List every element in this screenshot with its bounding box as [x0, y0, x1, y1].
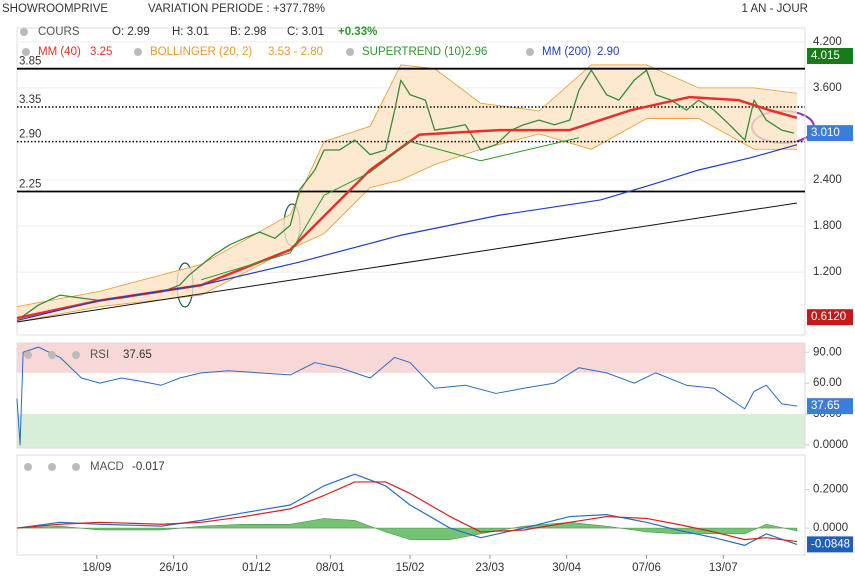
- legend-value: 3.25: [90, 46, 112, 58]
- icon: [48, 463, 56, 471]
- icon: [24, 351, 32, 359]
- y-tick-label: 1.800: [813, 220, 842, 232]
- price-box-label: 3.010: [811, 127, 840, 139]
- band-line: [16, 118, 797, 323]
- legend-name: BOLLINGER (20, 2): [150, 46, 252, 58]
- series-line: [16, 95, 798, 320]
- series-line: [201, 137, 580, 281]
- series-line: [16, 346, 798, 446]
- series-line: [16, 144, 798, 322]
- quote-item: +0.33%: [338, 26, 377, 38]
- panel: 4.200 3.600 2.400 1.800 1.200 3.85 3.35 2.90 2.2…: [16, 27, 853, 336]
- histogram-area: [16, 518, 798, 540]
- icon: [22, 48, 30, 56]
- icon: [20, 28, 28, 36]
- y-tick-label: 0.0000: [813, 439, 848, 451]
- x-tick-label: 23/03: [476, 562, 505, 574]
- panel-border: [16, 454, 806, 556]
- x-tick-label: 26/10: [159, 562, 188, 574]
- price-box-label: 4.015: [811, 50, 840, 62]
- icon: [346, 48, 354, 56]
- y-tick-label: 0.2000: [813, 484, 848, 496]
- price-box: [807, 309, 853, 326]
- y-tick-label: 0.0000: [813, 522, 848, 534]
- price-box-label: 0.6120: [811, 311, 846, 323]
- panel-border: [16, 27, 806, 336]
- price-box-label: -0.0848: [811, 538, 850, 550]
- price-box: [807, 398, 853, 415]
- indicator-value: 37.65: [123, 349, 152, 361]
- x-tick-label: 18/09: [82, 562, 111, 574]
- x-tick-label: 01/12: [242, 562, 271, 574]
- legend-name: MM (200): [542, 46, 591, 58]
- legend-value: 3.53 - 2.80: [268, 46, 323, 58]
- price-box: [807, 48, 853, 65]
- x-tick-label: 30/04: [552, 562, 581, 574]
- x-tick-label: 08/01: [316, 562, 345, 574]
- panel: 0.2000 0.0000 -0.0848 MACD -0.017: [16, 454, 853, 556]
- icon: [48, 351, 56, 359]
- indicator-value: -0.017: [132, 461, 165, 473]
- icon: [526, 48, 534, 56]
- panel-border: [16, 342, 806, 449]
- price-box: [807, 125, 853, 142]
- zone: [17, 343, 805, 373]
- variation: VARIATION PERIODE : +377.78%: [148, 3, 325, 15]
- symbol: SHOWROOMPRIVE: [2, 3, 108, 15]
- quote-item: COURS: [38, 26, 80, 38]
- quote-item: C: 3.01: [287, 26, 324, 38]
- band-fill: [17, 64, 797, 322]
- price-box-label: 37.65: [811, 400, 840, 412]
- series-line: [16, 481, 798, 543]
- y-tick-label: 2.400: [813, 174, 842, 186]
- price-box: [807, 536, 853, 553]
- zone: [17, 414, 805, 448]
- y-tick-label: 4.200: [813, 36, 842, 48]
- level-label: 2.25: [19, 179, 41, 191]
- legend-name: MM (40): [38, 46, 81, 58]
- level-label: 3.85: [19, 56, 41, 68]
- level-label: 3.35: [19, 94, 41, 106]
- icon: [134, 48, 142, 56]
- indicator-name: RSI: [90, 349, 109, 361]
- level-label: 2.90: [19, 129, 41, 141]
- period: 1 AN - JOUR: [742, 3, 808, 15]
- y-tick-label: 60.00: [813, 377, 842, 389]
- icon: [72, 463, 80, 471]
- y-tick-label: 90.00: [813, 346, 842, 358]
- series-line: [16, 202, 798, 323]
- quote-item: B: 2.98: [230, 26, 266, 38]
- legend-name: SUPERTREND (10): [362, 46, 465, 58]
- indicator-name: MACD: [90, 461, 124, 473]
- icon: [72, 351, 80, 359]
- x-tick-label: 13/07: [709, 562, 738, 574]
- y-tick-label: 1.200: [813, 266, 842, 278]
- quote-item: H: 3.01: [172, 26, 209, 38]
- y-tick-label: 3.600: [813, 82, 842, 94]
- x-tick-label: 15/02: [396, 562, 425, 574]
- legend-value: 2.90: [597, 46, 619, 58]
- x-tick-label: 07/06: [632, 562, 661, 574]
- quote-item: O: 2.99: [112, 26, 150, 38]
- icon: [24, 463, 32, 471]
- legend-value: 2.96: [465, 46, 487, 58]
